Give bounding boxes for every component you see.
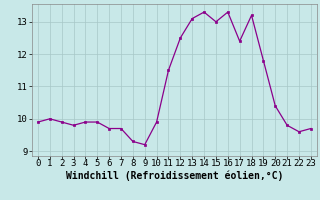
X-axis label: Windchill (Refroidissement éolien,°C): Windchill (Refroidissement éolien,°C) bbox=[66, 171, 283, 181]
